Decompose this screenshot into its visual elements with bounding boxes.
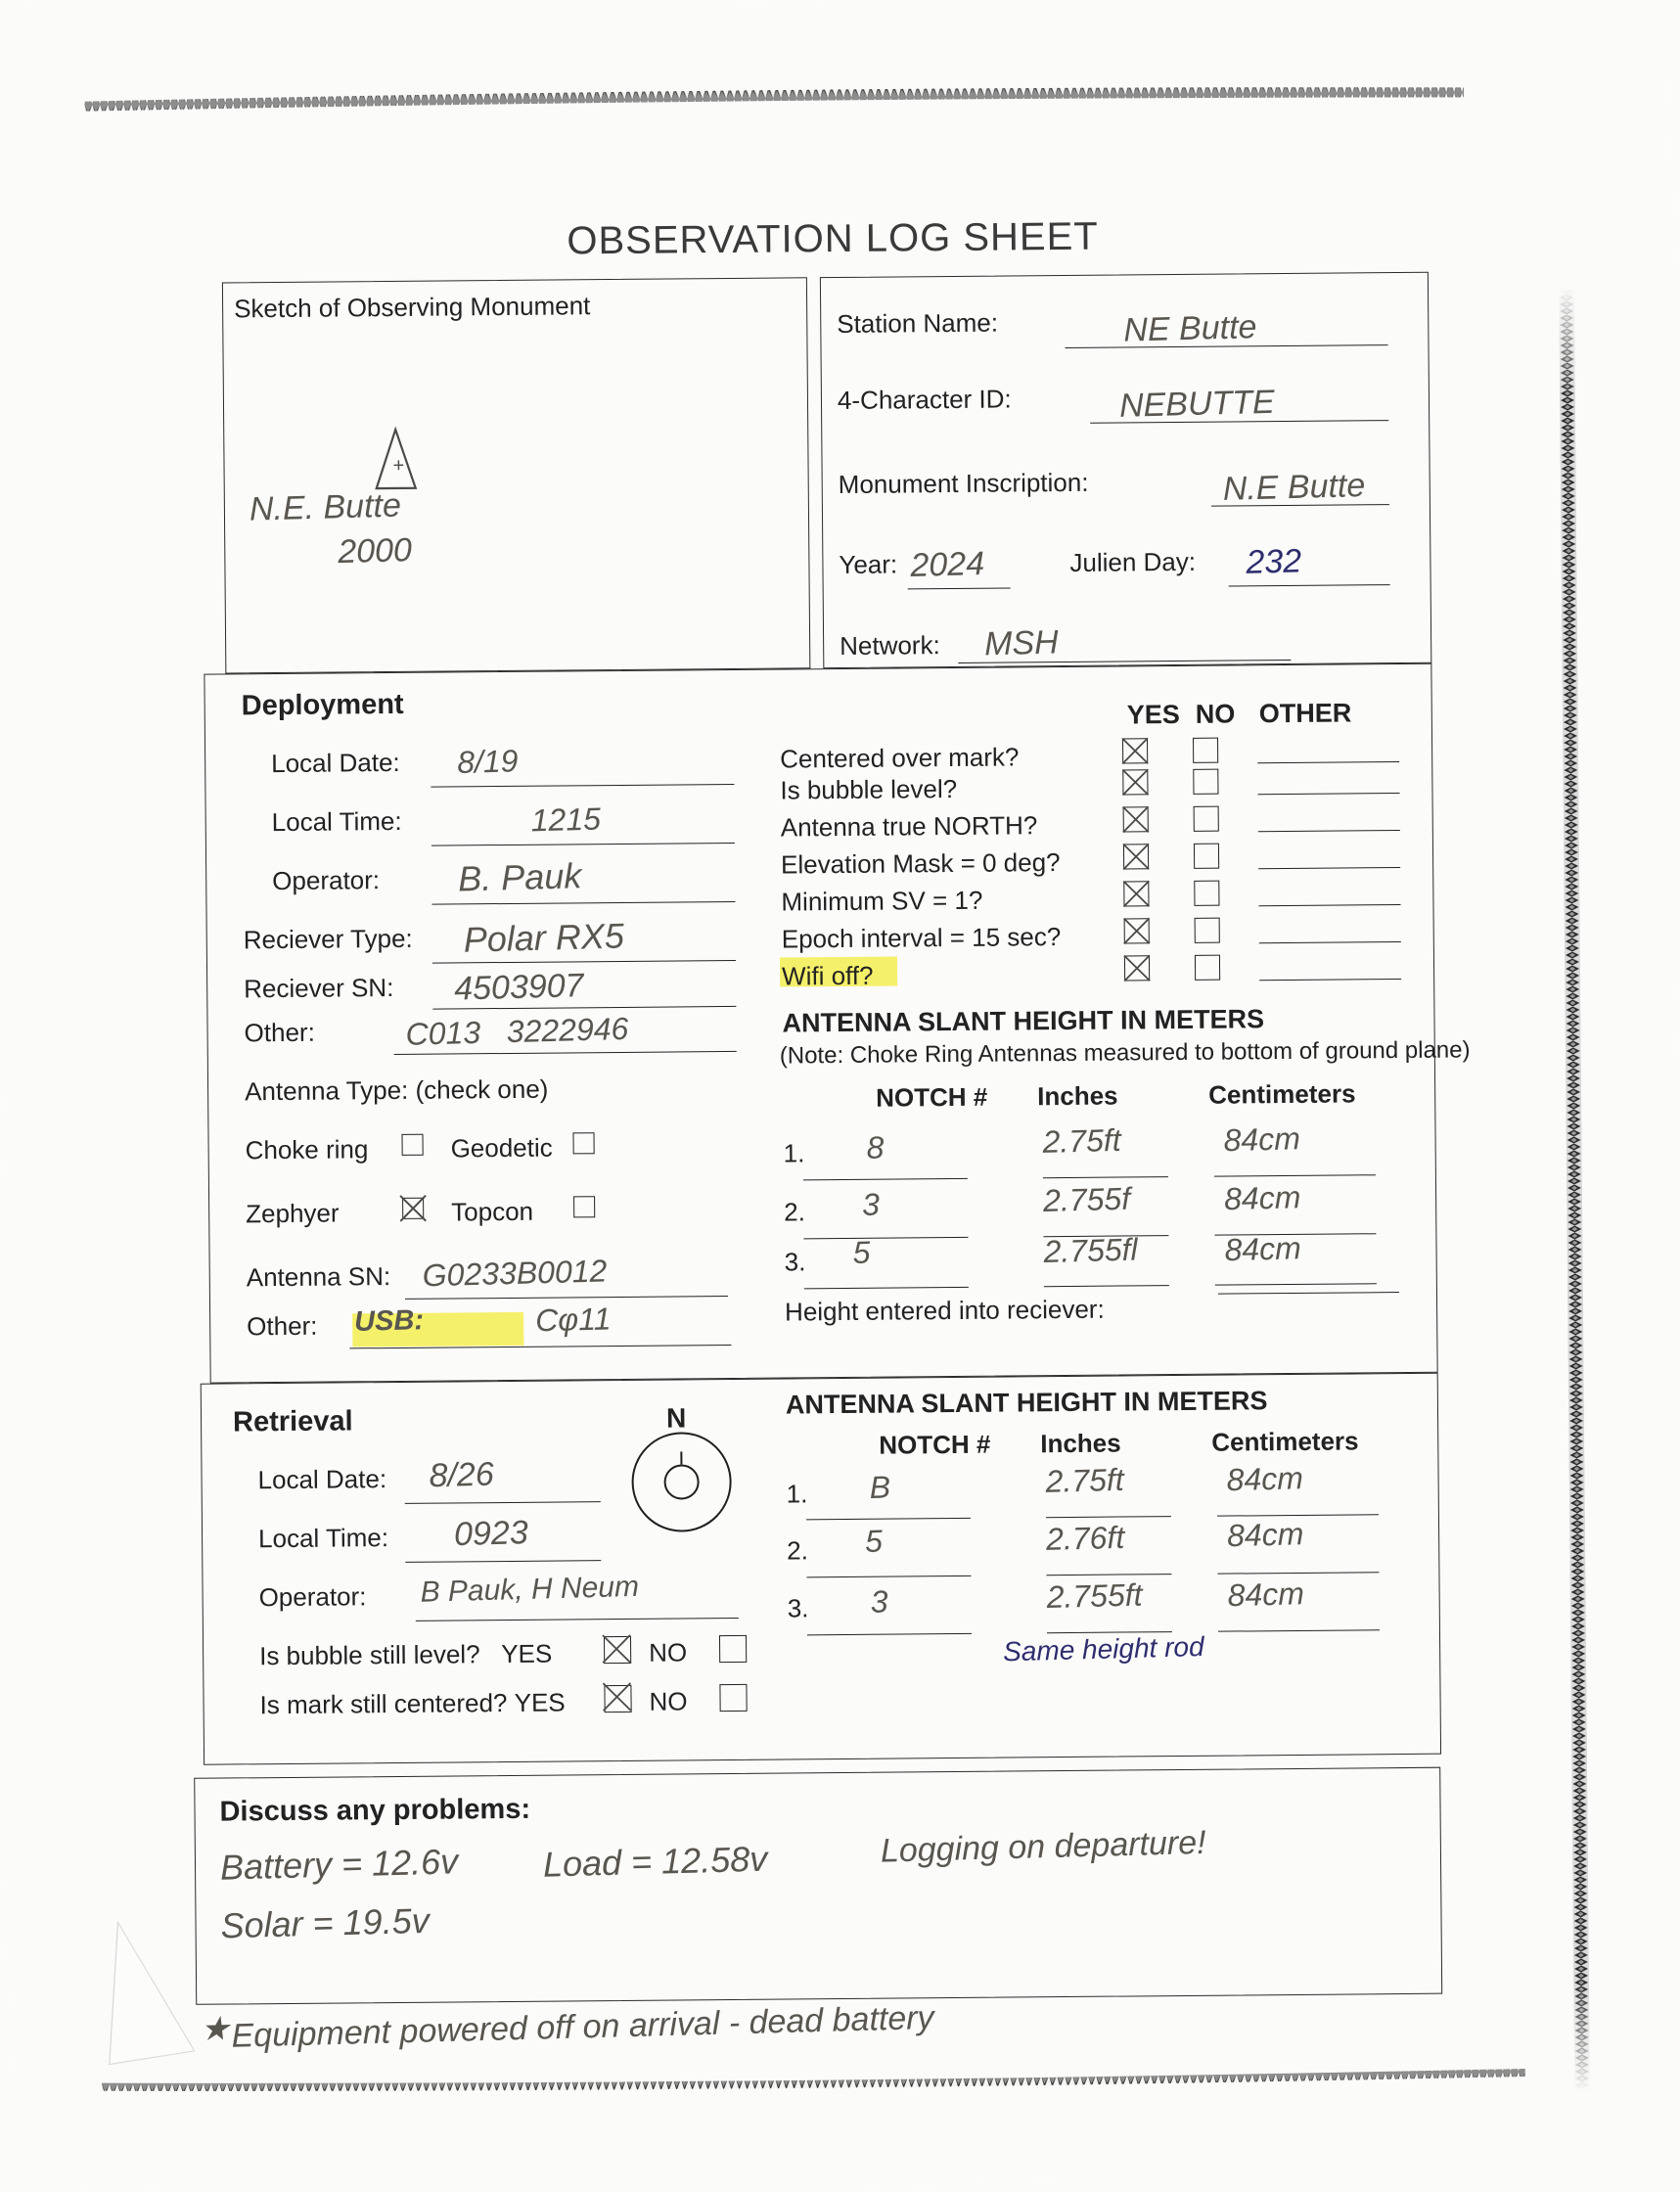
svg-text:+: + (392, 455, 404, 477)
